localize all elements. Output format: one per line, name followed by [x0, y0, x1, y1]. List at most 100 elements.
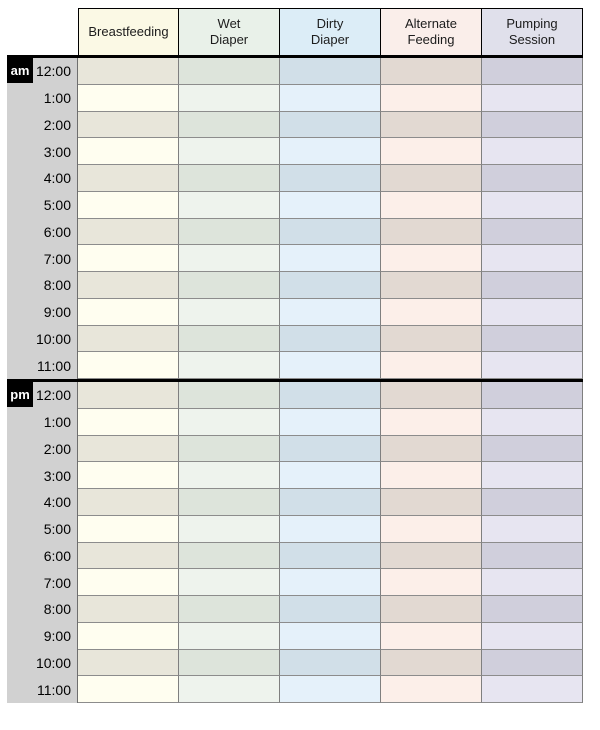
log-cell-alternate-feeding	[381, 489, 482, 516]
log-cell-pumping-session	[482, 408, 583, 436]
time-cell: 6:00	[7, 218, 78, 246]
log-cell-alternate-feeding	[381, 542, 482, 570]
log-cell-breastfeeding	[78, 515, 179, 543]
period-badge-pm: pm	[7, 382, 33, 407]
log-cell-wet-diaper	[179, 462, 280, 489]
table-row-am-6:00: 6:00	[7, 218, 583, 246]
time-label: 1:00	[43, 90, 71, 107]
column-header-breastfeeding: Breastfeeding	[78, 8, 179, 55]
log-cell-dirty-diaper	[280, 596, 381, 623]
time-label: 4:00	[43, 170, 71, 187]
time-cell: 9:00	[7, 622, 78, 650]
log-cell-alternate-feeding	[381, 622, 482, 650]
table-row-am-8:00: 8:00	[7, 272, 583, 299]
table-row-am-9:00: 9:00	[7, 298, 583, 326]
log-cell-alternate-feeding	[381, 245, 482, 272]
time-cell: 8:00	[7, 272, 78, 299]
time-label: 3:00	[43, 467, 71, 484]
log-cell-pumping-session	[482, 649, 583, 677]
table-row-pm-7:00: 7:00	[7, 569, 583, 596]
time-cell: 11:00	[7, 676, 78, 703]
log-cell-pumping-session	[482, 596, 583, 623]
log-cell-alternate-feeding	[381, 298, 482, 326]
log-cell-pumping-session	[482, 382, 583, 409]
time-label: 12:00	[35, 63, 71, 80]
log-cell-breastfeeding	[78, 272, 179, 299]
log-cell-wet-diaper	[179, 435, 280, 463]
log-cell-wet-diaper	[179, 622, 280, 650]
log-cell-breastfeeding	[78, 325, 179, 353]
log-cell-dirty-diaper	[280, 58, 381, 85]
time-label: 6:00	[43, 547, 71, 564]
log-cell-breastfeeding	[78, 245, 179, 272]
log-cell-wet-diaper	[179, 325, 280, 353]
table-row-pm-9:00: 9:00	[7, 622, 583, 650]
log-cell-wet-diaper	[179, 191, 280, 219]
baby-daily-log-table: Breastfeeding Wet Diaper Dirty Diaper Alter…	[7, 8, 583, 703]
time-cell: 3:00	[7, 138, 78, 165]
log-cell-dirty-diaper	[280, 489, 381, 516]
log-cell-dirty-diaper	[280, 165, 381, 192]
log-cell-wet-diaper	[179, 218, 280, 246]
log-cell-alternate-feeding	[381, 272, 482, 299]
log-cell-dirty-diaper	[280, 435, 381, 463]
log-cell-alternate-feeding	[381, 352, 482, 379]
log-cell-dirty-diaper	[280, 408, 381, 436]
table-row-pm-8:00: 8:00	[7, 596, 583, 623]
table-row-am-12:00: am 12:00	[7, 58, 583, 85]
log-cell-breastfeeding	[78, 111, 179, 139]
log-cell-wet-diaper	[179, 542, 280, 570]
log-cell-alternate-feeding	[381, 649, 482, 677]
time-cell: 8:00	[7, 596, 78, 623]
column-header-pumping-session: Pumping Session	[482, 8, 583, 55]
log-cell-pumping-session	[482, 245, 583, 272]
log-cell-breastfeeding	[78, 676, 179, 703]
log-cell-wet-diaper	[179, 138, 280, 165]
log-cell-pumping-session	[482, 352, 583, 379]
column-header-alternate-feeding: Alternate Feeding	[381, 8, 482, 55]
time-cell: 4:00	[7, 165, 78, 192]
log-cell-pumping-session	[482, 515, 583, 543]
log-cell-dirty-diaper	[280, 272, 381, 299]
time-cell: 10:00	[7, 325, 78, 353]
table-row-pm-4:00: 4:00	[7, 489, 583, 516]
time-label: 8:00	[43, 277, 71, 294]
log-cell-wet-diaper	[179, 352, 280, 379]
log-cell-wet-diaper	[179, 676, 280, 703]
log-cell-pumping-session	[482, 272, 583, 299]
time-cell: pm 12:00	[7, 382, 78, 409]
log-cell-pumping-session	[482, 84, 583, 112]
log-cell-alternate-feeding	[381, 325, 482, 353]
log-cell-alternate-feeding	[381, 408, 482, 436]
log-cell-pumping-session	[482, 622, 583, 650]
log-cell-dirty-diaper	[280, 138, 381, 165]
log-cell-breastfeeding	[78, 435, 179, 463]
log-cell-wet-diaper	[179, 165, 280, 192]
log-cell-dirty-diaper	[280, 462, 381, 489]
time-label: 8:00	[43, 601, 71, 618]
log-cell-breastfeeding	[78, 596, 179, 623]
log-cell-breastfeeding	[78, 138, 179, 165]
log-cell-dirty-diaper	[280, 298, 381, 326]
log-cell-wet-diaper	[179, 272, 280, 299]
table-row-am-1:00: 1:00	[7, 84, 583, 112]
table-row-am-2:00: 2:00	[7, 111, 583, 139]
table-row-pm-3:00: 3:00	[7, 462, 583, 489]
log-cell-alternate-feeding	[381, 676, 482, 703]
time-label: 1:00	[43, 414, 71, 431]
log-cell-alternate-feeding	[381, 111, 482, 139]
time-label: 2:00	[43, 116, 71, 133]
table-row-am-3:00: 3:00	[7, 138, 583, 165]
log-cell-pumping-session	[482, 489, 583, 516]
time-label: 9:00	[43, 628, 71, 645]
log-cell-wet-diaper	[179, 649, 280, 677]
log-cell-dirty-diaper	[280, 676, 381, 703]
column-header-wet-diaper: Wet Diaper	[179, 8, 280, 55]
log-cell-pumping-session	[482, 58, 583, 85]
header-corner-spacer	[7, 8, 78, 55]
table-row-pm-2:00: 2:00	[7, 435, 583, 463]
log-cell-wet-diaper	[179, 596, 280, 623]
log-cell-wet-diaper	[179, 58, 280, 85]
header-row: Breastfeeding Wet Diaper Dirty Diaper Alter…	[7, 8, 583, 55]
period-badge-am: am	[7, 58, 33, 83]
